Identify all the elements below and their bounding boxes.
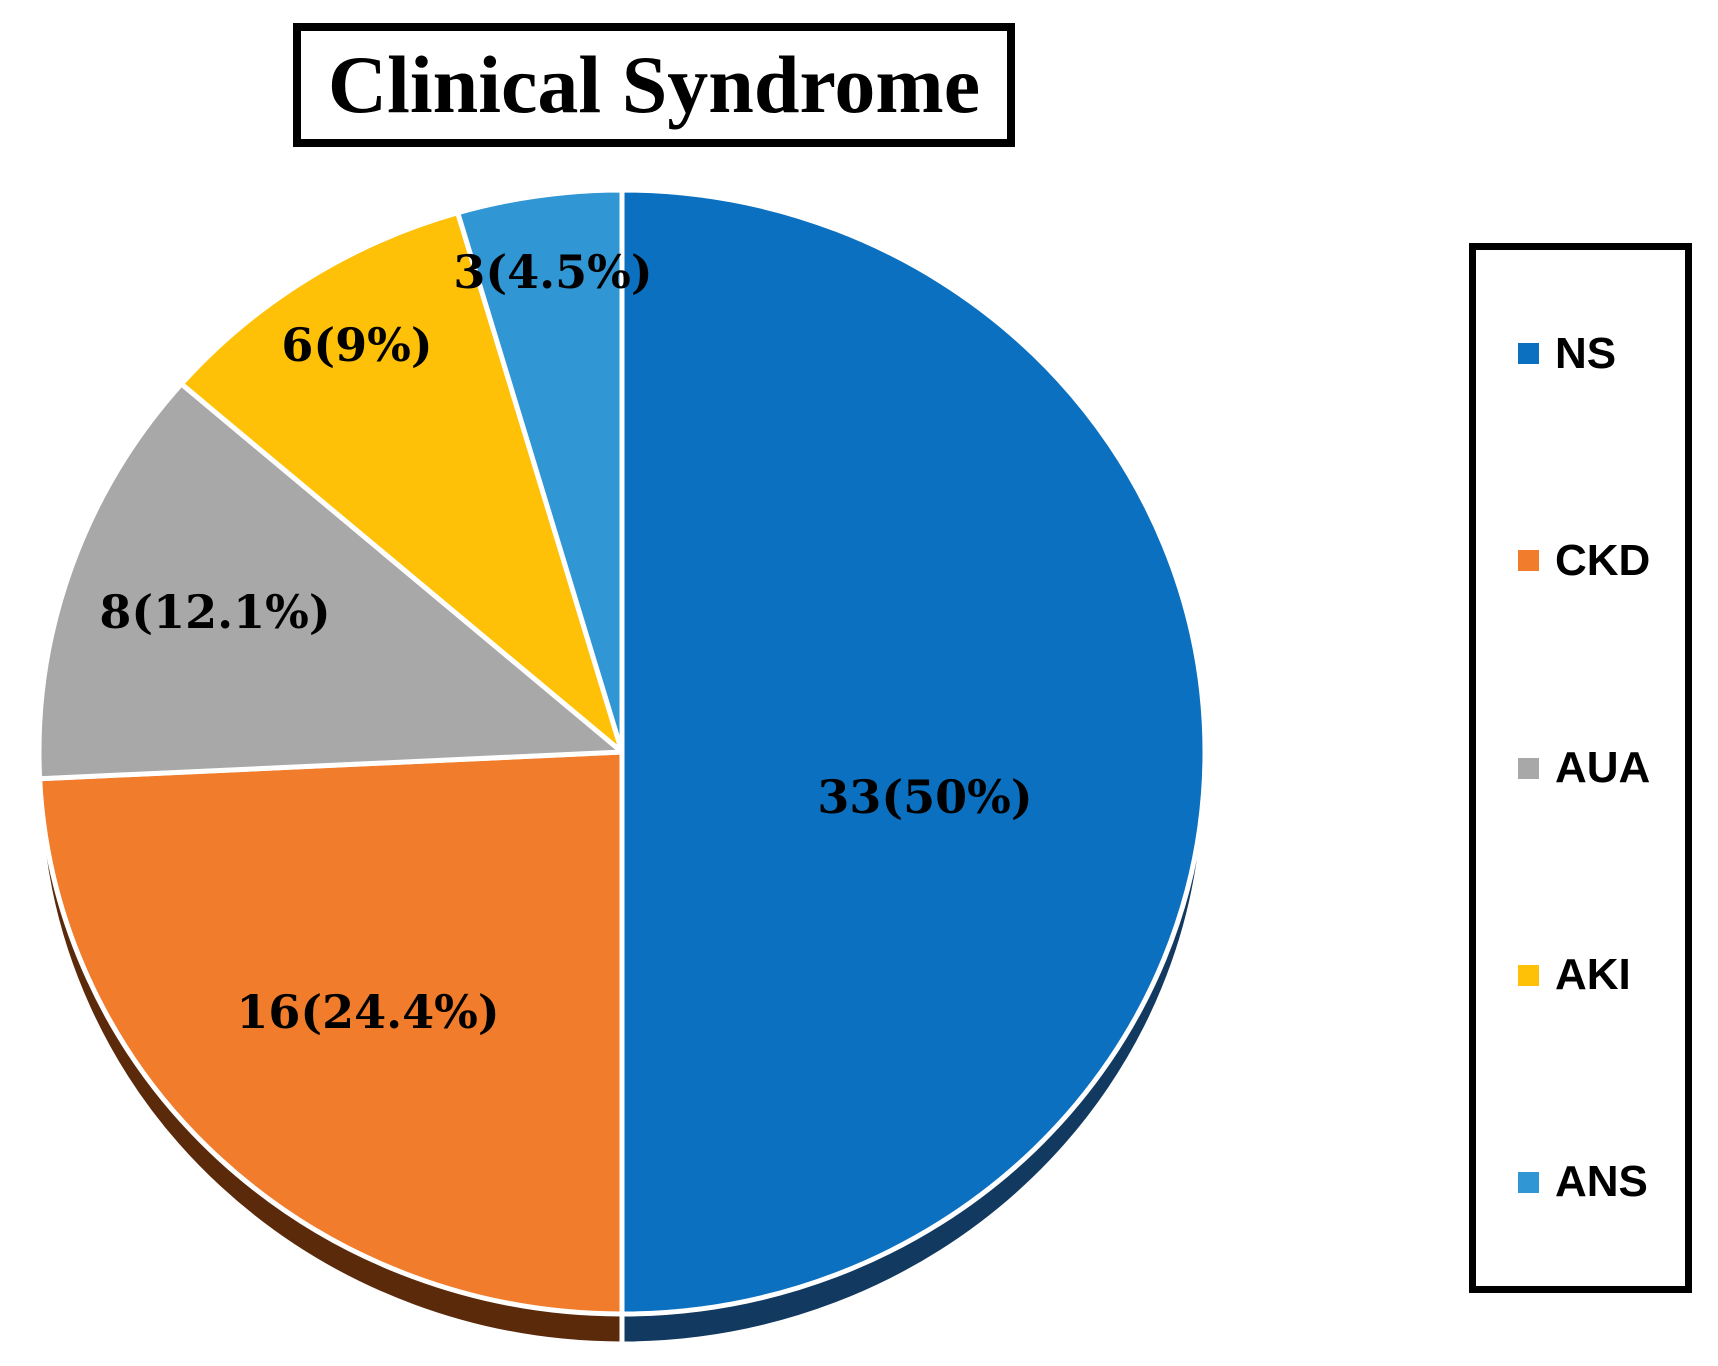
chart-title-box: Clinical Syndrome [293,23,1015,147]
legend-swatch-aua-icon [1518,757,1539,779]
legend-label-ckd: CKD [1555,535,1651,585]
legend-item-aua: AUA [1476,664,1685,871]
legend-swatch-ns-icon [1518,343,1539,365]
slice-label-ckd: 16(24.4%) [236,985,500,1039]
legend-item-ns: NS [1476,250,1685,457]
pie-slice-ckd [37,749,625,1317]
slice-label-ans: 3(4.5%) [453,245,653,299]
legend-swatch-ckd-icon [1518,550,1539,572]
legend-box: NS CKD AUA AKI ANS [1469,243,1692,1293]
pie-slice-aua [36,381,625,782]
legend-label-aki: AKI [1555,950,1631,1000]
pie-slice-ans [455,187,625,755]
slice-label-aki: 6(9%) [281,318,433,372]
legend-swatch-aki-icon [1518,964,1539,986]
pie-slice-ns [619,187,1208,1317]
slice-label-aua: 8(12.1%) [99,585,331,639]
legend-swatch-ans-icon [1518,1171,1539,1193]
legend-item-ckd: CKD [1476,457,1685,664]
pie-slice-layer [36,187,1208,1317]
legend-item-ans: ANS [1476,1079,1685,1286]
chart-title: Clinical Syndrome [327,39,981,130]
legend-item-aki: AKI [1476,872,1685,1079]
legend-label-ns: NS [1555,328,1617,378]
pie-slice-aki [178,210,625,755]
legend-label-ans: ANS [1555,1157,1648,1207]
slice-label-ns: 33(50%) [817,770,1033,824]
legend-label-aua: AUA [1555,743,1651,792]
